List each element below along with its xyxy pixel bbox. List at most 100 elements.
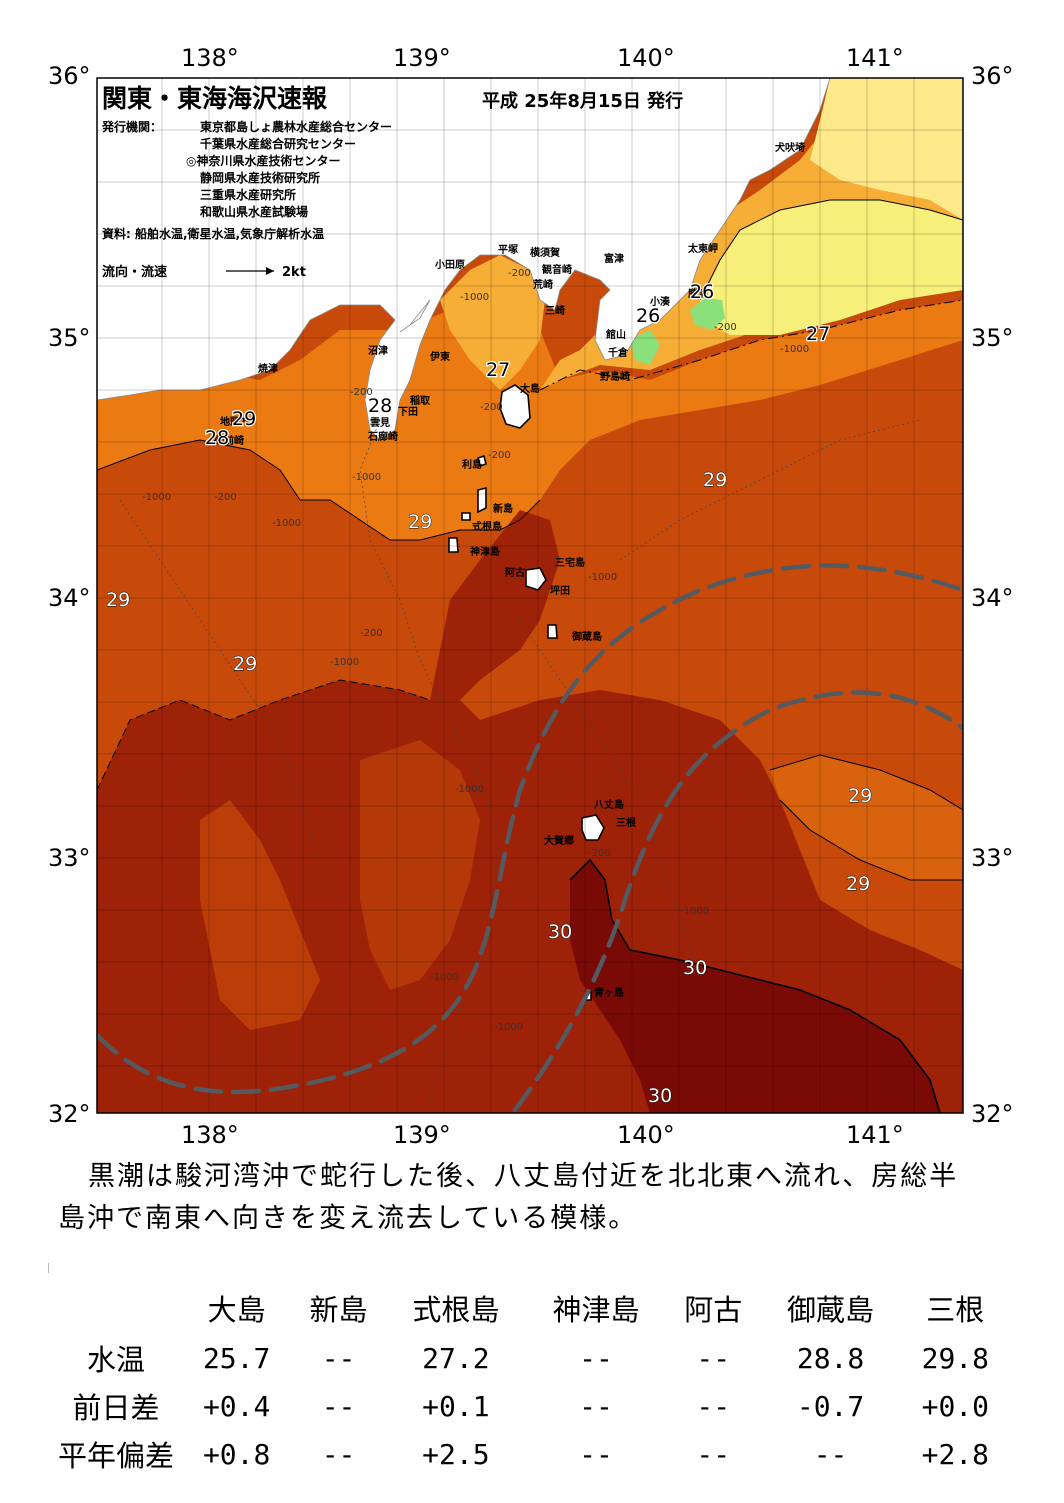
lat-tick-right-35: 35°	[971, 324, 1014, 352]
place-hiratsuka: 平塚	[498, 243, 518, 256]
table-header-row: 大島 新島 式根島 神津島 阿古 御蔵島 三根	[50, 1282, 1010, 1334]
depth-contours	[119, 419, 921, 1101]
place-numazu: 沼津	[368, 344, 388, 357]
depth-label: -1000	[272, 518, 301, 529]
depth-label: -200	[488, 450, 511, 461]
place-inatori: 稲取	[410, 394, 431, 407]
depth-label: -200	[350, 387, 373, 398]
current-description: 黒潮は駿河湾沖で蛇行した後、八丈島付近を北北東へ流れ、房総半 島沖で南東へ向きを…	[58, 1156, 1008, 1240]
lat-tick-left-35: 35°	[48, 324, 91, 352]
lat-tick-left-33: 33°	[48, 844, 91, 872]
row-header: 平年偏差	[57, 1439, 174, 1473]
lat-tick-left-32: 32°	[48, 1100, 91, 1128]
place-shimoda: 下田	[398, 406, 418, 418]
table-cell: +0.8	[202, 1437, 271, 1471]
lon-tick-bottom-138: 138°	[181, 1121, 239, 1149]
depth-label: -1000	[680, 906, 709, 917]
issuer-4: 静岡県水産技術研究所	[200, 170, 320, 185]
place-niijima: 新島	[493, 502, 513, 515]
description-line-2: 島沖で南東へ向きを変え流去している模様。	[58, 1203, 638, 1234]
latitude-ticks-right: 36° 35° 34° 33° 32°	[971, 62, 1014, 1128]
island-water-temperature-table: 大島 新島 式根島 神津島 阿古 御蔵島 三根 水温 25.7 -- 27.2 …	[50, 1282, 1010, 1478]
table-corner	[50, 1282, 182, 1334]
row-header: 前日差	[72, 1391, 160, 1425]
data-sources: 資料: 船舶水温,衛星水温,気象庁解析水温	[102, 226, 324, 241]
place-labels: 犬吠埼 太東岬 勝浦 小湊 富津 館山 千倉 野島崎 横須賀 観音崎 荒崎 三崎…	[213, 141, 805, 999]
longitude-ticks-bottom: 138° 139° 140° 141°	[181, 1121, 904, 1149]
page-title: 関東・東海海沢速報	[102, 84, 328, 113]
island-mikurajima	[547, 624, 558, 639]
isotherm-label: 29	[408, 511, 432, 533]
table-row: 平年偏差 +0.8 -- +2.5 -- -- -- +2.8	[50, 1430, 1010, 1478]
column-header: 大島	[207, 1293, 266, 1327]
place-oshima: 大島	[520, 382, 540, 395]
lon-tick-bottom-140: 140°	[617, 1121, 675, 1149]
table-cell: --	[579, 1437, 613, 1471]
lon-tick-top-141: 141°	[846, 44, 904, 72]
isotherm-label: 29	[106, 589, 130, 611]
depth-label: -200	[588, 848, 611, 859]
table-cell: -0.7	[796, 1389, 865, 1423]
depth-label: -1000	[430, 972, 459, 983]
lon-tick-top-139: 139°	[393, 44, 451, 72]
land	[97, 78, 831, 441]
table-cell: +2.8	[921, 1437, 990, 1471]
isotherm-label: 29	[233, 653, 257, 675]
isotherm-label: 26	[636, 305, 660, 327]
depth-label: -1000	[588, 572, 617, 583]
island-toshima	[477, 454, 487, 468]
lon-tick-top-138: 138°	[181, 44, 239, 72]
place-nojimazaki: 野島崎	[600, 370, 630, 383]
table-cell: --	[321, 1389, 356, 1423]
depth-label: -200	[360, 628, 383, 639]
current-arrow-icon	[226, 267, 274, 275]
place-miyakejima: 三宅島	[555, 556, 585, 569]
island-miyakejima	[525, 567, 547, 591]
place-misaki: 三崎	[545, 304, 565, 317]
issuer-5: 三重県水産研究所	[200, 187, 296, 202]
place-jizaki: 地頭方	[220, 415, 250, 428]
island-shikinejima	[461, 512, 471, 521]
table-cell: 27.2	[422, 1341, 490, 1375]
place-mikurajima: 御蔵島	[571, 630, 602, 643]
column-header: 三根	[926, 1293, 985, 1327]
place-kominato: 小湊	[649, 295, 671, 308]
place-mitsune: 三根	[616, 816, 636, 829]
place-taitomisaki: 太東岬	[687, 242, 718, 255]
depth-label: -200	[214, 492, 237, 503]
isotherm-label: 29	[848, 785, 872, 807]
issuer-6: 和歌山県水産試験場	[199, 204, 308, 219]
depth-label: -200	[714, 322, 737, 333]
table-row: 水温 25.7 -- 27.2 -- -- 28.8 29.8	[50, 1334, 1010, 1382]
place-okago: 大賀郷	[544, 834, 574, 847]
place-inubosaki: 犬吠埼	[775, 141, 805, 154]
place-hachijojima: 八丈島	[593, 798, 624, 811]
depth-label: -1000	[330, 657, 359, 668]
isotherm-label: 27	[806, 323, 830, 345]
isotherm-label: 27	[486, 359, 510, 381]
depth-label: -1000	[352, 472, 381, 483]
place-aogashima: 青ヶ島	[594, 986, 624, 999]
table-cell: --	[579, 1389, 613, 1423]
lon-tick-top-140: 140°	[617, 44, 675, 72]
issuers-label: 発行機関：	[101, 119, 162, 134]
isotherm-label: 30	[683, 957, 707, 979]
column-header: 新島	[309, 1293, 368, 1327]
isotherm-label: 28	[368, 395, 392, 417]
kuroshio-path	[97, 563, 963, 1113]
place-ako: 阿古	[505, 566, 525, 579]
row-header: 水温	[86, 1343, 145, 1377]
table-cell: --	[813, 1437, 848, 1471]
column-header: 式根島	[412, 1293, 500, 1327]
place-tateyama: 館山	[605, 328, 626, 341]
latitude-ticks-left: 36° 35° 34° 33° 32°	[48, 62, 91, 1128]
depth-label: -1000	[142, 492, 171, 503]
map-header: 関東・東海海沢速報 平成 25年8月15日 発行 発行機関： 東京都島しょ農林水…	[101, 84, 683, 280]
map-frame	[96, 77, 964, 1114]
isotherms	[97, 199, 963, 1113]
island-oshima	[499, 384, 531, 429]
place-chikura: 千倉	[608, 346, 629, 359]
depth-label: -1000	[455, 784, 484, 795]
isotherm-label: 26	[690, 281, 714, 303]
column-header: 御蔵島	[787, 1293, 875, 1327]
